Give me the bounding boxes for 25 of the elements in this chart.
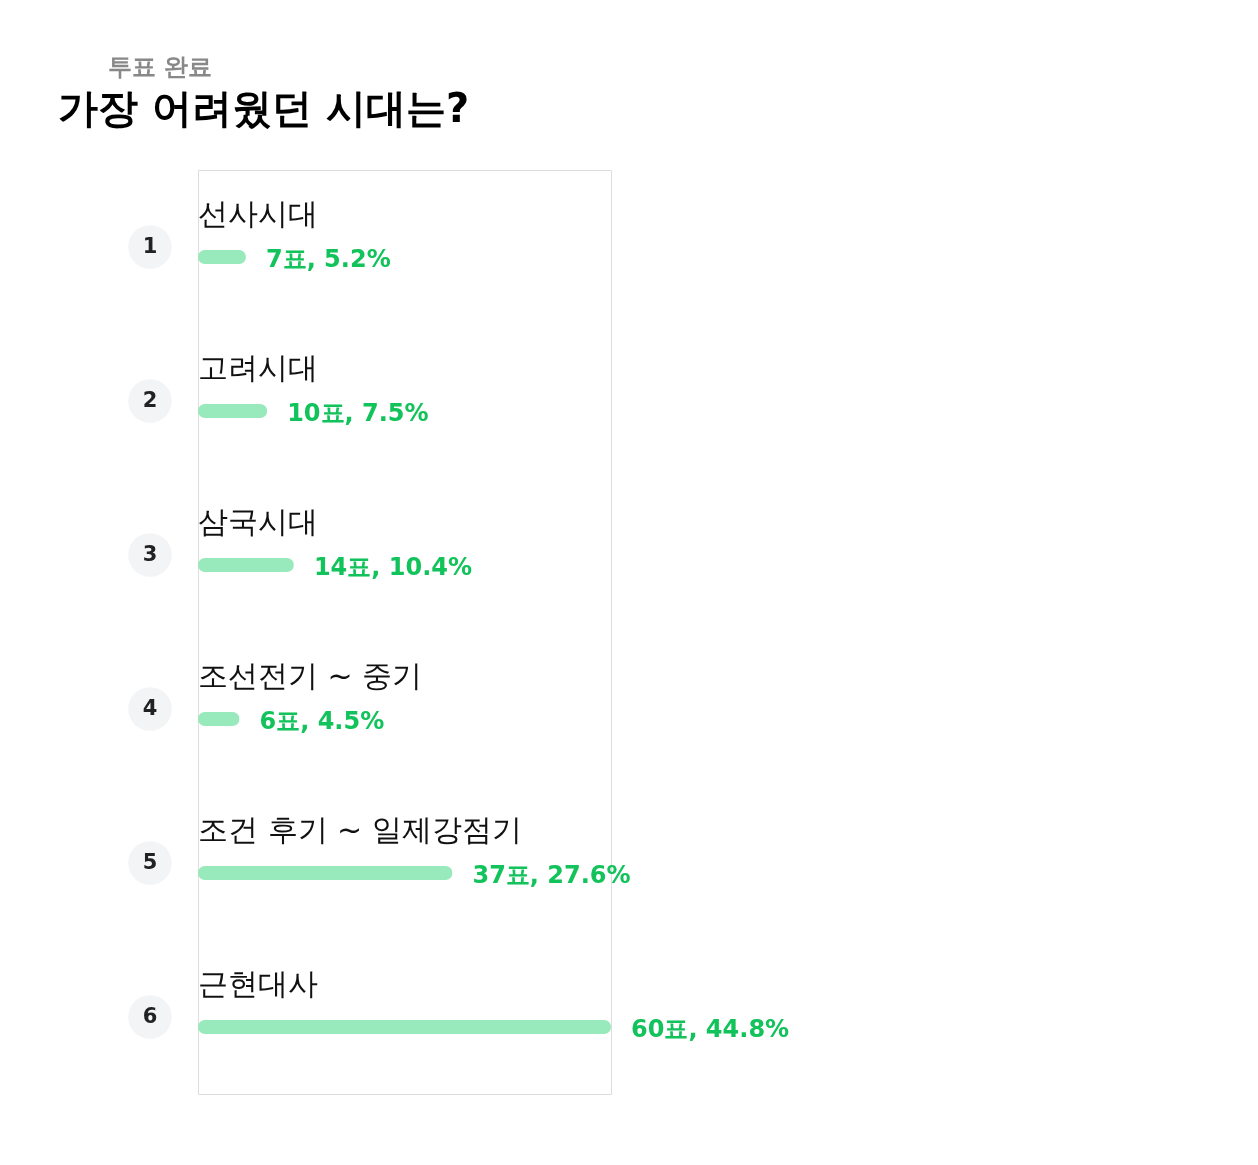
- text: 2: [142, 388, 158, 412]
- y-tick-label: 근현대사: [198, 966, 318, 1001]
- data-label: 60표, 44.8%: [631, 1015, 790, 1043]
- chart-subtitle: 투표 완료: [107, 52, 213, 81]
- text: 5: [142, 850, 158, 874]
- text: 4: [142, 696, 158, 720]
- data-label: 14표, 10.4%: [313, 553, 473, 581]
- bar: [198, 1020, 611, 1034]
- data-label: 7표, 5.2%: [265, 245, 391, 273]
- text: 3: [142, 542, 158, 566]
- bar: [198, 250, 246, 264]
- y-tick-label: 선사시대: [198, 196, 318, 231]
- chart-title: 가장 어려웠던 시대는?: [58, 85, 470, 131]
- y-tick-label: 고려시대: [198, 350, 318, 385]
- text: 6: [142, 1004, 158, 1028]
- text: 1: [142, 234, 158, 258]
- data-label: 37표, 27.6%: [472, 861, 631, 889]
- y-tick-label: 삼국시대: [198, 504, 318, 539]
- y-tick-label: 조선전기 ~ 중기: [198, 658, 423, 693]
- bar: [198, 866, 453, 880]
- data-label: 6표, 4.5%: [259, 707, 385, 735]
- data-label: 10표, 7.5%: [287, 399, 429, 427]
- y-tick-label: 조건 후기 ~ 일제강점기: [198, 812, 522, 847]
- bar: [198, 558, 294, 572]
- bar: [198, 404, 268, 418]
